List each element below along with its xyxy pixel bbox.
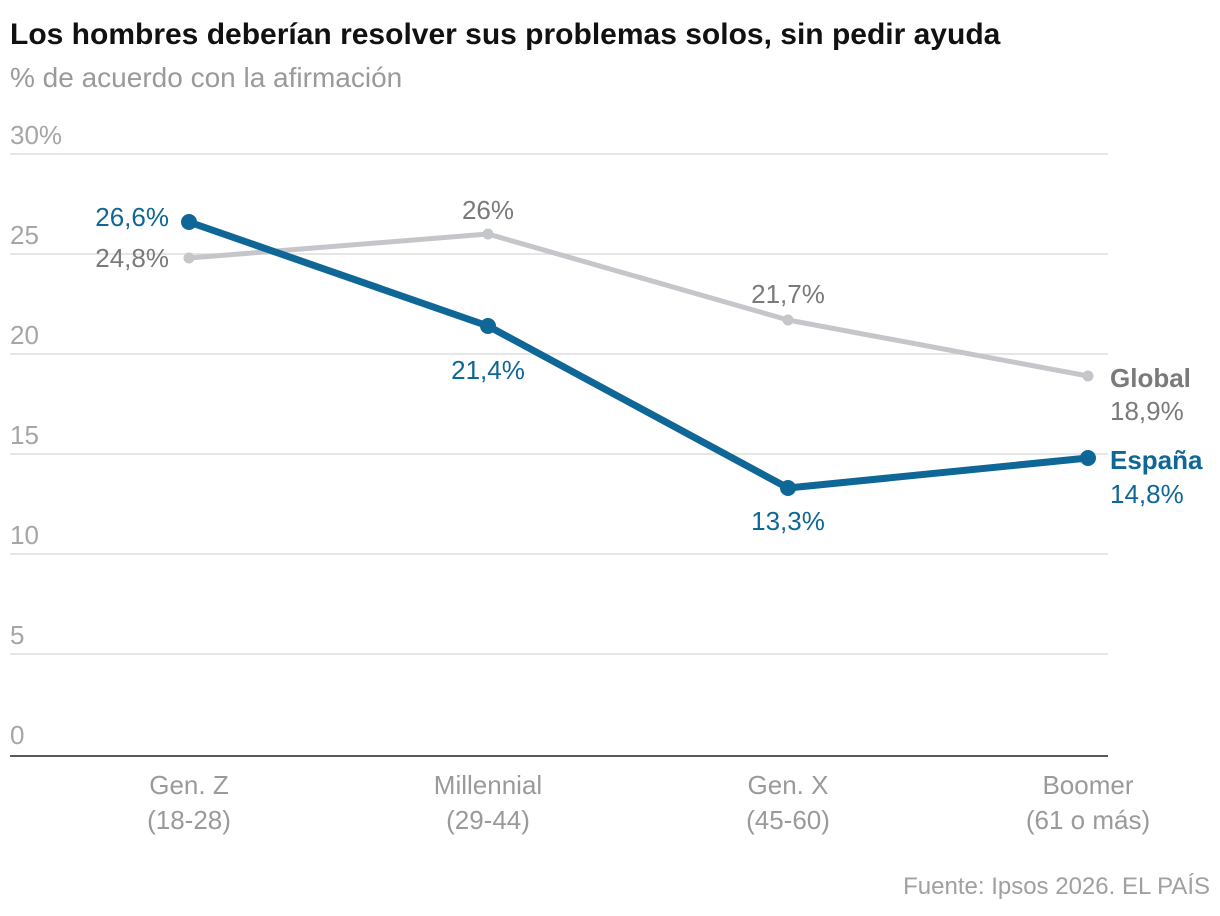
x-tick-label: Gen. Z bbox=[149, 770, 229, 800]
data-point bbox=[183, 252, 195, 264]
y-tick-label: 30% bbox=[10, 120, 62, 150]
data-point bbox=[780, 480, 796, 496]
y-tick-label: 0 bbox=[10, 720, 24, 750]
y-tick-label: 20 bbox=[10, 320, 39, 350]
series-line-global bbox=[186, 231, 1091, 379]
data-label: 24,8% bbox=[95, 243, 169, 273]
data-label: 14,8% bbox=[1110, 479, 1184, 509]
data-label: 26,6% bbox=[95, 202, 169, 232]
x-tick-label: Gen. X bbox=[748, 770, 829, 800]
data-point bbox=[782, 314, 794, 326]
chart-subtitle: % de acuerdo con la afirmación bbox=[10, 62, 402, 93]
data-label: 21,7% bbox=[751, 279, 825, 309]
x-tick-sublabel: (29-44) bbox=[446, 805, 530, 835]
y-tick-label: 5 bbox=[10, 620, 24, 650]
data-label: 18,9% bbox=[1110, 396, 1184, 426]
series-name-label: Global bbox=[1110, 363, 1191, 393]
gridlines bbox=[10, 153, 1108, 757]
series-line-espana bbox=[185, 218, 1092, 492]
data-point bbox=[482, 228, 494, 240]
x-tick-sublabel: (61 o más) bbox=[1026, 805, 1150, 835]
x-tick-sublabel: (45-60) bbox=[746, 805, 830, 835]
x-tick-sublabel: (18-28) bbox=[147, 805, 231, 835]
x-tick-label: Millennial bbox=[434, 770, 542, 800]
series-lines bbox=[181, 214, 1096, 496]
chart-title: Los hombres deberían resolver sus proble… bbox=[10, 18, 1001, 51]
data-label: 21,4% bbox=[451, 355, 525, 385]
y-tick-label: 15 bbox=[10, 420, 39, 450]
data-label: 26% bbox=[462, 195, 514, 225]
data-label: 13,3% bbox=[751, 506, 825, 536]
data-labels: 24,8% 26% 21,7% 18,9%Global 26,6% 21,4% 13,3% 1… bbox=[95, 195, 1203, 536]
y-axis-ticks: 0 5 10 15 20 25 30% bbox=[10, 120, 62, 750]
y-tick-label: 10 bbox=[10, 520, 39, 550]
series-name-label: España bbox=[1110, 445, 1203, 475]
data-point bbox=[181, 214, 197, 230]
x-tick-label: Boomer bbox=[1042, 770, 1133, 800]
source-note: Fuente: Ipsos 2026. EL PAÍS bbox=[903, 873, 1210, 900]
data-point bbox=[1082, 370, 1094, 382]
data-point bbox=[480, 318, 496, 334]
data-point bbox=[1080, 450, 1096, 466]
y-tick-label: 25 bbox=[10, 220, 39, 250]
x-axis-ticks: Gen. Z (18-28) Millennial (29-44) Gen. X (45-… bbox=[147, 770, 1150, 835]
